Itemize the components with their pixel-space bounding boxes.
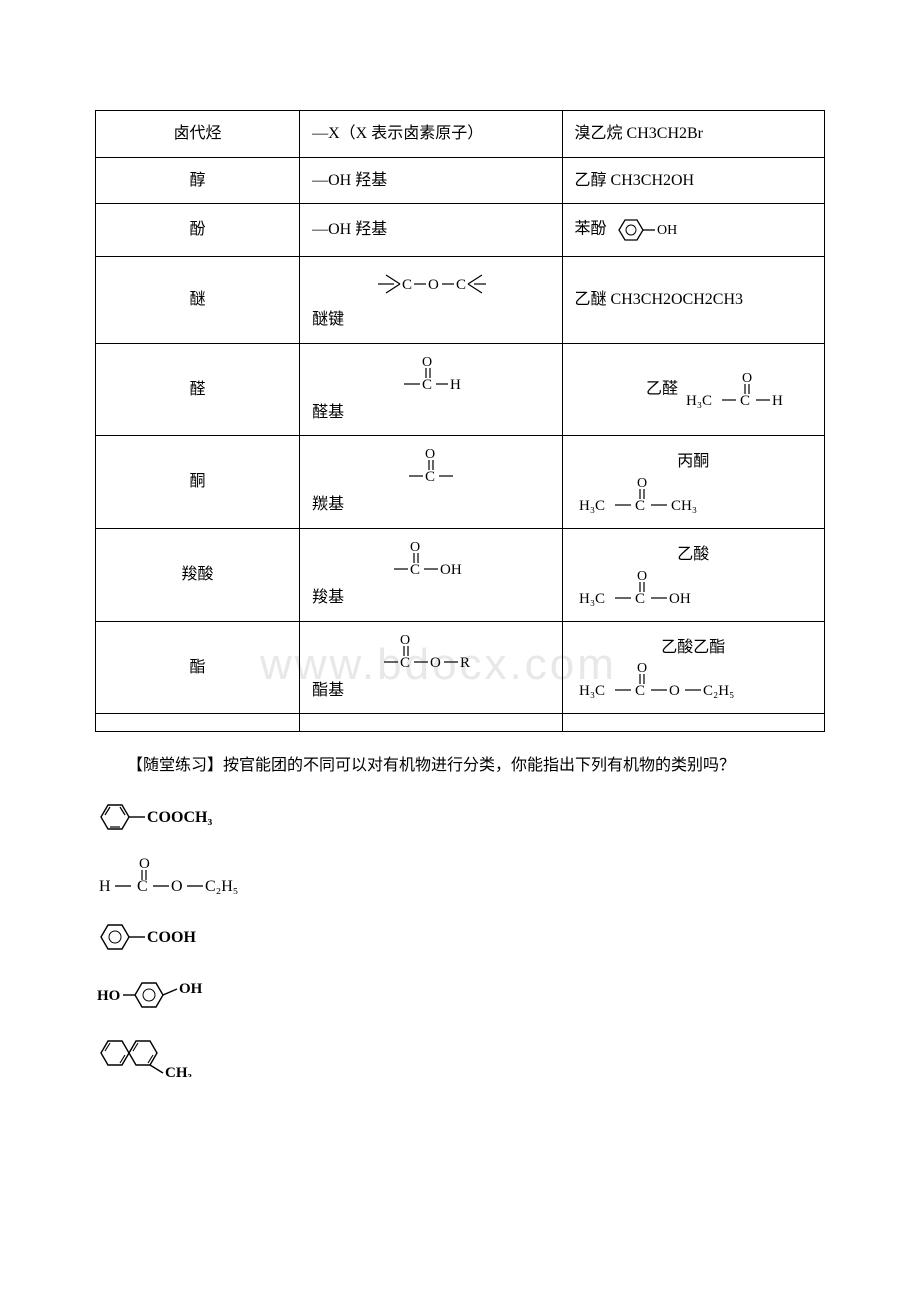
compound-type: 醇 <box>96 157 300 204</box>
compound-3: COOH <box>95 917 825 957</box>
aldehyde-group-icon: O C H <box>396 354 466 394</box>
example: 乙醇 CH3CH2OH <box>562 157 824 204</box>
svg-text:H₃C: H₃C <box>579 498 605 514</box>
svg-text:C₂H₅: C₂H₅ <box>205 878 238 895</box>
phenol-icon: OH <box>611 214 681 246</box>
svg-text:C: C <box>137 878 148 895</box>
functional-group: C O C 醚键 <box>300 257 562 344</box>
svg-text:C: C <box>400 655 410 671</box>
example: 乙酸乙酯 H₃C O C O C₂H₅ <box>562 621 824 714</box>
table-row: 酚 —OH 羟基 苯酚 OH <box>96 204 825 257</box>
svg-text:C: C <box>740 393 750 409</box>
ester-group-icon: O C O R <box>376 632 486 672</box>
svg-text:COOCH₃: COOCH₃ <box>147 809 212 826</box>
table-row: 酯 O C O R 酯基 乙酸乙酯 H₃C <box>96 621 825 714</box>
svg-text:C: C <box>635 683 645 699</box>
svg-text:C₂H₅: C₂H₅ <box>703 683 734 699</box>
svg-text:H: H <box>772 393 783 409</box>
functional-group: O C 羰基 <box>300 436 562 529</box>
svg-text:O: O <box>400 633 410 648</box>
compound-2-icon: H O C O C₂H₅ <box>95 855 275 899</box>
svg-text:O: O <box>430 655 441 671</box>
practice-question: 【随堂练习】按官能团的不同可以对有机物进行分类，你能指出下列有机物的类别吗？ <box>95 752 825 781</box>
svg-text:O: O <box>410 540 420 555</box>
functional-group: —OH 羟基 <box>300 157 562 204</box>
svg-text:H₃C: H₃C <box>686 393 712 409</box>
compound-type: 酚 <box>96 204 300 257</box>
svg-text:O: O <box>637 661 647 676</box>
table-row: 醚 C O C 醚键 乙醚 CH3CH2OCH2CH3 <box>96 257 825 344</box>
svg-text:C: C <box>635 498 645 514</box>
table-row: 酮 O C 羰基 丙酮 H₃C O C <box>96 436 825 529</box>
table-row: 羧酸 O C OH 羧基 乙酸 H₃C O <box>96 528 825 621</box>
compound-type: 卤代烃 <box>96 111 300 158</box>
svg-text:O: O <box>637 569 647 584</box>
example: 苯酚 OH <box>562 204 824 257</box>
functional-group: —OH 羟基 <box>300 204 562 257</box>
svg-text:O: O <box>425 447 435 462</box>
svg-text:CH₃: CH₃ <box>671 498 697 514</box>
ethyl-acetate-icon: H₃C O C O C₂H₅ <box>575 660 765 700</box>
svg-text:HO: HO <box>97 988 120 1004</box>
svg-text:O: O <box>742 371 752 386</box>
svg-text:R: R <box>460 655 470 671</box>
compound-type: 酮 <box>96 436 300 529</box>
compound-4: HO OH <box>95 975 825 1015</box>
compound-type: 醚 <box>96 257 300 344</box>
functional-group-table: 卤代烃 —X（X 表示卤素原子） 溴乙烷 CH3CH2Br 醇 —OH 羟基 乙… <box>95 110 825 732</box>
table-row: 醇 —OH 羟基 乙醇 CH3CH2OH <box>96 157 825 204</box>
example: 乙醚 CH3CH2OCH2CH3 <box>562 257 824 344</box>
svg-text:O: O <box>428 277 439 293</box>
svg-text:CH₃: CH₃ <box>165 1065 193 1077</box>
compound-5: CH₃ <box>95 1033 825 1077</box>
svg-text:C: C <box>422 377 432 393</box>
functional-group: O C O R 酯基 <box>300 621 562 714</box>
compound-2: H O C O C₂H₅ <box>95 855 825 899</box>
svg-text:C: C <box>402 277 412 293</box>
compound-1-icon: COOCH₃ <box>95 797 255 837</box>
svg-text:C: C <box>410 562 420 578</box>
svg-text:O: O <box>422 355 432 370</box>
compound-type: 酯 <box>96 621 300 714</box>
functional-group: O C H 醛基 <box>300 343 562 436</box>
example: 乙醛 H₃C O C H <box>562 343 824 436</box>
svg-text:C: C <box>635 591 645 607</box>
svg-text:O: O <box>669 683 680 699</box>
example: 溴乙烷 CH3CH2Br <box>562 111 824 158</box>
svg-text:C: C <box>456 277 466 293</box>
compound-type: 醛 <box>96 343 300 436</box>
compound-3-icon: COOH <box>95 917 235 957</box>
compound-5-icon: CH₃ <box>95 1033 225 1077</box>
ketone-group-icon: O C <box>401 446 461 486</box>
table-row-empty <box>96 714 825 732</box>
carboxyl-group-icon: O C OH <box>386 539 476 579</box>
svg-text:H: H <box>450 377 461 393</box>
svg-text:O: O <box>139 856 150 872</box>
svg-text:OH: OH <box>179 981 203 997</box>
compound-type: 羧酸 <box>96 528 300 621</box>
svg-text:O: O <box>637 476 647 491</box>
ether-group-icon: C O C <box>376 267 486 301</box>
acetone-icon: H₃C O C CH₃ <box>575 475 725 515</box>
compound-4-icon: HO OH <box>95 975 255 1015</box>
functional-group: —X（X 表示卤素原子） <box>300 111 562 158</box>
functional-group: O C OH 羧基 <box>300 528 562 621</box>
svg-text:OH: OH <box>657 223 677 238</box>
svg-text:O: O <box>171 878 183 895</box>
svg-text:COOH: COOH <box>147 929 196 946</box>
svg-text:OH: OH <box>440 562 462 578</box>
svg-text:H₃C: H₃C <box>579 591 605 607</box>
table-row: 醛 O C H 醛基 乙醛 H₃C <box>96 343 825 436</box>
acetic-acid-icon: H₃C O C OH <box>575 568 715 608</box>
svg-text:H₃C: H₃C <box>579 683 605 699</box>
example: 丙酮 H₃C O C CH₃ <box>562 436 824 529</box>
compound-1: COOCH₃ <box>95 797 825 837</box>
compound-list: COOCH₃ H O C O C₂H₅ COOH HO <box>95 797 825 1077</box>
svg-text:C: C <box>425 469 435 485</box>
table-row: 卤代烃 —X（X 表示卤素原子） 溴乙烷 CH3CH2Br <box>96 111 825 158</box>
svg-text:OH: OH <box>669 591 691 607</box>
acetaldehyde-icon: H₃C O C H <box>682 370 792 410</box>
example: 乙酸 H₃C O C OH <box>562 528 824 621</box>
svg-text:H: H <box>99 878 111 895</box>
